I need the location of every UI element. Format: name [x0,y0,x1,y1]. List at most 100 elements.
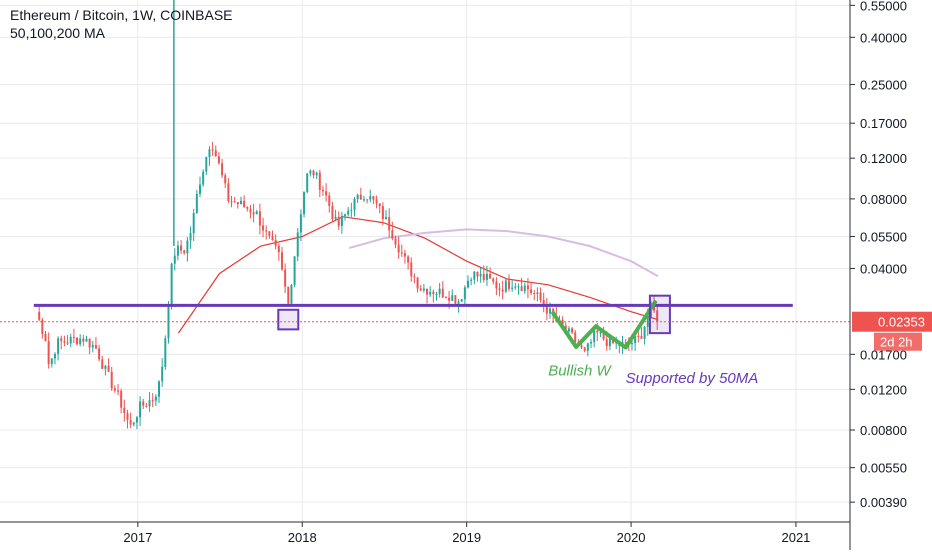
candle-body [514,286,517,288]
candle-body [403,253,406,257]
candle-body [549,308,551,314]
price-tags: 0.02353 2d 2h [852,311,932,351]
y-tick-label: 0.04000 [860,261,907,276]
candle-body [630,342,633,345]
candle-body [337,216,340,227]
candle-body [309,170,312,174]
candle-body [476,271,479,277]
candle-body [104,365,107,369]
candle-body [173,255,176,264]
candle-body [202,171,205,185]
y-tick-label: 0.00390 [860,495,907,510]
candle-body [457,301,460,304]
candle-body [426,288,429,295]
candle-body [391,230,394,239]
candle-body [435,293,438,295]
candle-body [504,280,507,292]
candle-body [139,401,142,418]
candle-body [359,194,362,200]
candle-body [192,212,195,234]
candle-body [60,338,63,342]
ma-100-line [348,228,659,278]
highlight-box [277,308,300,331]
candle-body [580,345,583,348]
candle-body [154,396,157,401]
candle-body [53,353,56,359]
candle-body [236,202,239,205]
candle-body [385,217,388,220]
candle-body [265,230,268,232]
candle-body [69,336,72,344]
candle-body [448,297,451,301]
candle-body [268,231,271,237]
candle-body [315,172,318,176]
candle-body [318,172,321,190]
moving-averages [177,216,659,334]
candle-body [164,338,167,367]
candle-body [98,348,101,360]
candle-body [145,405,148,407]
w-pattern-line [550,299,658,350]
grid [0,0,850,522]
candle-body [221,163,224,176]
candle-body [85,338,88,342]
candle-body [634,335,637,343]
candle-body [438,288,441,294]
candle-body [239,200,242,205]
countdown-value: 2d 2h [880,335,913,350]
candle-body [460,299,463,302]
candle-body [378,203,381,207]
candle-body [353,198,356,210]
candle-body [574,332,577,343]
candle-body [88,338,91,348]
x-tick-label: 2017 [123,530,152,545]
candle-body [110,371,113,389]
candle-body [293,256,296,286]
candle-body [287,286,290,304]
candle-body [539,292,542,300]
candle-body [599,332,602,334]
candle-body [161,366,164,382]
symbol-title: Ethereum / Bitcoin, 1W, COINBASE [10,7,233,23]
candle-body [195,193,198,213]
candle-body [47,341,50,364]
candle-body [284,269,287,287]
candle-body [583,347,586,351]
candle-body [451,295,454,301]
y-tick-label: 0.00550 [860,461,907,476]
candle-body [511,287,514,289]
candle-body [454,295,457,304]
candle-body [369,196,372,200]
candle-body [429,291,432,295]
candle-body [344,214,347,217]
candle-body [280,252,283,270]
candle-body [567,328,570,332]
candle-body [271,236,274,241]
candle-body [407,256,410,263]
candle-body [243,200,246,208]
candle-body [82,338,85,342]
candle-body [586,343,589,351]
candle-body [498,288,501,290]
candle-body [94,345,97,349]
candle-body [542,299,545,306]
candle-body [151,400,154,402]
candle-body [331,205,334,219]
annotation-label: Supported by 50MA [626,370,759,387]
y-tick-label: 0.55000 [860,0,907,13]
candle-body [180,245,183,251]
candle-body [230,201,233,203]
candle-body [495,281,498,289]
candle-body [520,286,523,292]
chart-legend: Ethereum / Bitcoin, 1W, COINBASE 50,100,… [10,6,233,42]
candle-body [262,225,265,231]
candle-body [38,311,41,320]
candle-body [646,317,649,327]
candle-body [183,250,186,254]
candle-body [422,288,425,291]
candle-body [303,192,306,215]
candle-body [388,217,391,231]
candle-body [277,246,280,253]
